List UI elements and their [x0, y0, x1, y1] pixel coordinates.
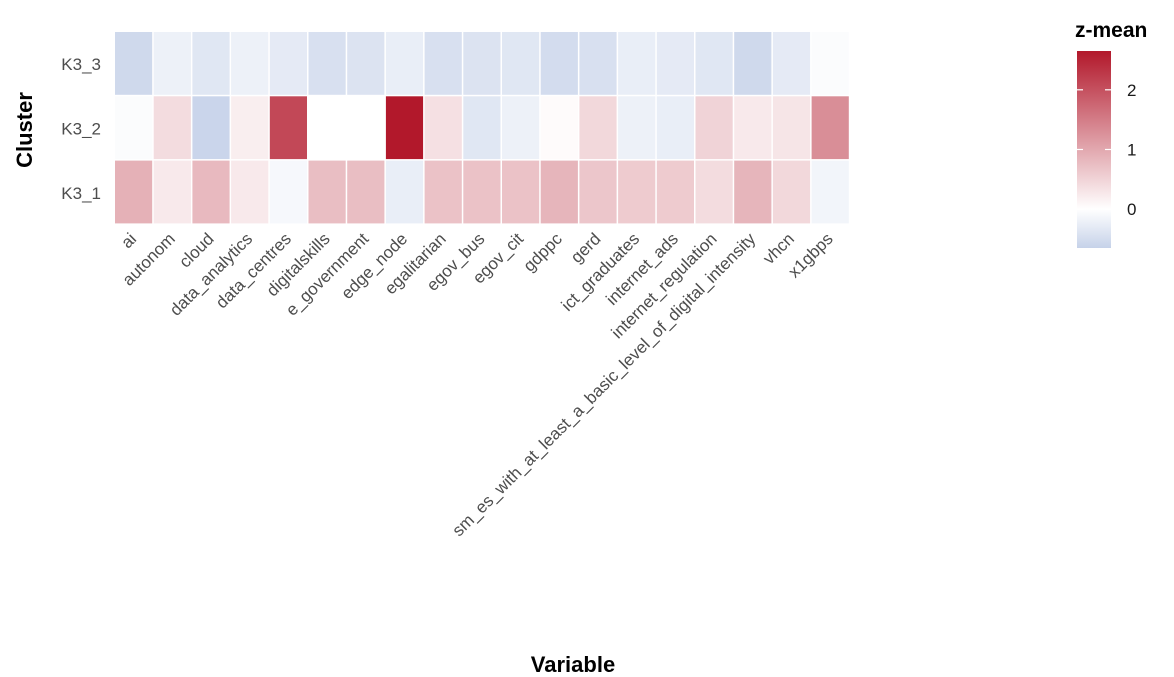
legend-ticks: 0 1 2	[1077, 81, 1136, 219]
heatmap-cell-K3_1-cloud	[192, 160, 230, 224]
heatmap-cell-K3_2-sm_es_with_at_least_a_basic_level_of_digital_intensity	[734, 96, 772, 160]
heatmap-cell-K3_2-autonom	[153, 96, 191, 160]
y-tick-label: K3_3	[61, 55, 101, 74]
heatmap-cell-K3_1-data_centres	[269, 160, 307, 224]
heatmap-cell-K3_1-gerd	[579, 160, 617, 224]
legend-tick-label: 1	[1127, 141, 1136, 160]
heatmap-cell-K3_3-sm_es_with_at_least_a_basic_level_of_digital_intensity	[734, 32, 772, 95]
heatmap-cell-K3_2-digitalskills	[308, 96, 346, 160]
heatmap-cell-K3_3-gdppc	[540, 32, 578, 95]
heatmap-cell-K3_2-gdppc	[540, 96, 578, 160]
heatmap-cell-K3_2-x1gbps	[811, 96, 849, 160]
heatmap-cell-K3_3-internet_ads	[656, 32, 694, 95]
y-axis-title: Cluster	[12, 92, 37, 168]
legend-title: z-mean	[1075, 19, 1147, 42]
y-tick-label: K3_1	[61, 184, 101, 203]
heatmap-cell-K3_2-internet_regulation	[695, 96, 733, 160]
heatmap-cell-K3_2-internet_ads	[656, 96, 694, 160]
heatmap-cell-K3_1-x1gbps	[811, 160, 849, 224]
heatmap-cell-K3_1-data_analytics	[231, 160, 269, 224]
heatmap-cell-K3_3-egov_bus	[463, 32, 501, 95]
legend-tick-label: 2	[1127, 81, 1136, 100]
heatmap-cell-K3_2-ict_graduates	[618, 96, 656, 160]
heatmap-cell-K3_3-edge_node	[385, 32, 424, 95]
heatmap-cell-K3_2-gerd	[579, 96, 617, 160]
heatmap-cell-K3_1-autonom	[153, 160, 191, 224]
heatmap-cell-K3_3-egalitarian	[424, 32, 462, 95]
heatmap-cell-K3_2-vhcn	[772, 96, 811, 160]
heatmap-cell-K3_1-egalitarian	[424, 160, 462, 224]
heatmap-cell-K3_1-digitalskills	[308, 160, 346, 224]
heatmap-cell-K3_1-ict_graduates	[618, 160, 656, 224]
heatmap-cell-K3_1-internet_ads	[656, 160, 694, 224]
heatmap-cell-K3_2-ai	[115, 96, 153, 160]
legend-tick-label: 0	[1127, 200, 1136, 219]
heatmap-cell-K3_3-internet_regulation	[695, 32, 733, 95]
heatmap-cell-K3_2-edge_node	[385, 96, 424, 160]
heatmap-cell-K3_3-e_government	[347, 32, 385, 95]
heatmap-cell-K3_3-autonom	[153, 32, 191, 95]
heatmap-cell-K3_3-data_centres	[269, 32, 307, 95]
heatmap-cell-K3_1-vhcn	[772, 160, 811, 224]
heatmap-cell-K3_3-digitalskills	[308, 32, 346, 95]
heatmap-cell-K3_3-ict_graduates	[618, 32, 656, 95]
heatmap-cell-K3_2-egov_cit	[502, 96, 540, 160]
heatmap-cell-K3_3-cloud	[192, 32, 230, 95]
heatmap-cell-K3_3-vhcn	[772, 32, 811, 95]
heatmap-cell-K3_1-edge_node	[385, 160, 424, 224]
heatmap-cell-K3_1-egov_cit	[502, 160, 540, 224]
y-tick-label: K3_2	[61, 119, 101, 138]
heatmap-cell-K3_3-ai	[115, 32, 153, 95]
heatmap-cell-K3_2-egalitarian	[424, 96, 462, 160]
heatmap-cell-K3_2-data_centres	[269, 96, 307, 160]
heatmap-cell-K3_1-internet_regulation	[695, 160, 733, 224]
heatmap-cells	[115, 32, 849, 224]
color-legend: z-mean 0 1 2	[1075, 19, 1147, 248]
heatmap-cell-K3_2-data_analytics	[231, 96, 269, 160]
heatmap-cell-K3_1-e_government	[347, 160, 385, 224]
heatmap-cell-K3_1-gdppc	[540, 160, 578, 224]
heatmap-cell-K3_3-gerd	[579, 32, 617, 95]
heatmap-cell-K3_3-data_analytics	[231, 32, 269, 95]
heatmap-cell-K3_3-egov_cit	[502, 32, 540, 95]
heatmap-cell-K3_2-e_government	[347, 96, 385, 160]
heatmap-cell-K3_2-egov_bus	[463, 96, 501, 160]
y-tick-labels: K3_3 K3_2 K3_1	[61, 55, 101, 203]
x-axis-title: Variable	[531, 652, 615, 677]
heatmap-cell-K3_2-cloud	[192, 96, 230, 160]
heatmap-cell-K3_3-x1gbps	[811, 32, 849, 95]
heatmap-cell-K3_1-sm_es_with_at_least_a_basic_level_of_digital_intensity	[734, 160, 772, 224]
heatmap-cell-K3_1-egov_bus	[463, 160, 501, 224]
heatmap-cell-K3_1-ai	[115, 160, 153, 224]
